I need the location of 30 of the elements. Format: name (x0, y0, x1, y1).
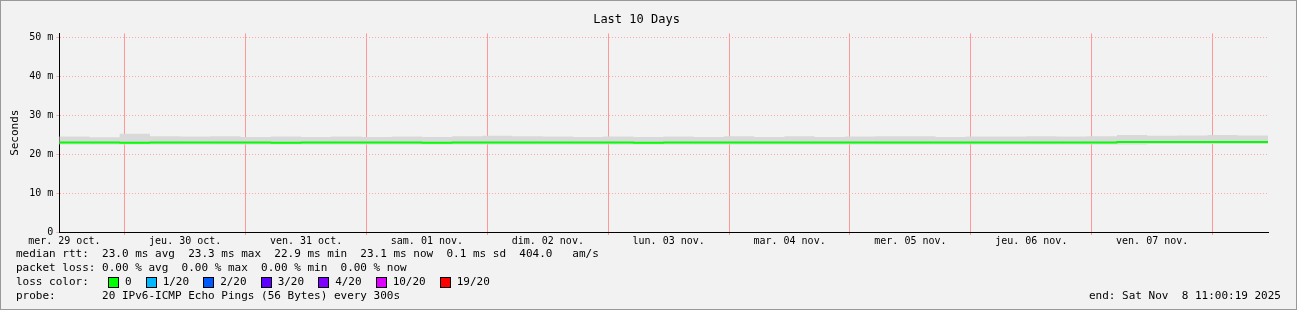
legend-label: 2/20 (220, 275, 247, 289)
legend-label: 1/20 (162, 275, 190, 289)
text: packet loss: 0.00 % avg 0.00 % max 0.00 % min 0.00 % now (16, 261, 408, 275)
text: probe: 20 IPv6-ICMP Echo Pings (56 Bytes) every 300s (16, 289, 401, 303)
y-tick-label: 30 m (29, 108, 54, 120)
y-axis-title: Seconds (8, 109, 22, 156)
y-tick-label: 50 m (29, 30, 54, 42)
y-tick-label: 0 (47, 225, 54, 237)
x-tick-label: ven. 07 nov. (1116, 234, 1189, 246)
chart-title: Last 10 Days (593, 12, 680, 27)
x-tick-label: jeu. 06 nov. (995, 234, 1068, 246)
y-tick-label: 10 m (29, 186, 54, 198)
y-tick-label: 40 m (29, 69, 54, 81)
legend-label: 3/20 (277, 275, 305, 289)
legend-label: 10/20 (392, 275, 426, 289)
legend-label: 4/20 (335, 275, 362, 289)
x-tick-label: mer. 05 nov. (874, 234, 947, 246)
x-tick-label: mer. 29 oct. (28, 234, 101, 246)
x-tick-label: ven. 31 oct. (269, 234, 343, 246)
x-tick-label: mar. 04 nov. (753, 234, 826, 246)
text: median rtt: 23.0 ms avg 23.3 ms max 22.9 ms min 23.1 ms now 0.1 ms sd 404.0 am/s (16, 247, 600, 261)
legend-label: 19/20 (456, 275, 490, 289)
legend-label: 0 (125, 275, 132, 289)
x-tick-label: sam. 01 nov. (390, 234, 464, 246)
legend-title: loss color: (16, 275, 90, 289)
x-tick-label: lun. 03 nov. (632, 234, 705, 246)
y-tick-label: 20 m (29, 147, 54, 159)
x-tick-label: dim. 02 nov. (511, 234, 584, 246)
x-tick-label: jeu. 30 oct. (149, 234, 222, 246)
text: end: Sat Nov 8 11:00:19 2025 (1088, 289, 1281, 303)
